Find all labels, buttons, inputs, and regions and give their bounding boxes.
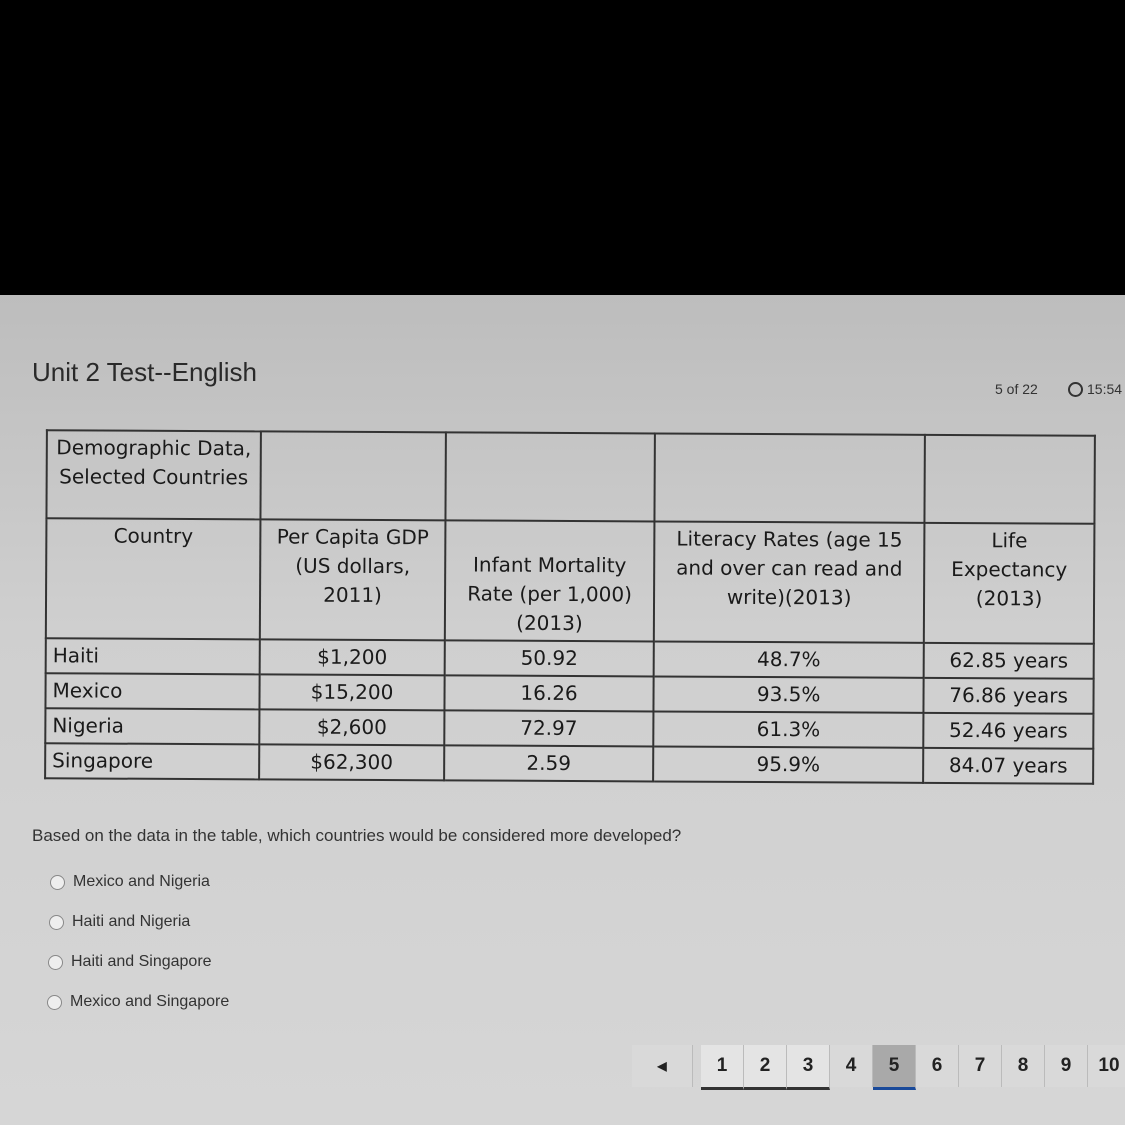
- column-header: Life Expectancy (2013): [923, 522, 1095, 644]
- table-cell: $2,600: [259, 709, 445, 746]
- table-cell: $15,200: [259, 674, 445, 711]
- table-cell: 61.3%: [653, 711, 924, 748]
- timer-value: 15:54: [1087, 381, 1123, 397]
- column-header: Per Capita GDP (US dollars, 2011): [259, 519, 446, 641]
- table-cell: 95.9%: [653, 746, 924, 783]
- table-cell: Mexico: [45, 673, 260, 710]
- option-label: Haiti and Nigeria: [72, 913, 191, 930]
- table-cell: 72.97: [444, 710, 654, 747]
- page-title: Unit 2 Test--English: [32, 357, 257, 387]
- table-row: Singapore $62,300 2.59 95.9% 84.07 years: [45, 743, 1094, 784]
- page-button-8[interactable]: 8: [1002, 1045, 1045, 1087]
- answer-option[interactable]: Haiti and Singapore: [48, 953, 212, 971]
- column-header: Infant Mortality Rate (per 1,000) (2013): [444, 520, 655, 642]
- table-cell: 16.26: [444, 675, 654, 712]
- table-cell: Nigeria: [45, 708, 260, 745]
- page-button-4[interactable]: 4: [830, 1045, 873, 1087]
- table-cell: 84.07 years: [923, 747, 1094, 784]
- empty-cell: [260, 431, 446, 521]
- page-button-9[interactable]: 9: [1045, 1045, 1088, 1087]
- timer: 15:54: [1068, 381, 1122, 397]
- page-button-2[interactable]: 2: [744, 1045, 787, 1090]
- table-cell: Haiti: [45, 638, 260, 675]
- question-progress: 5 of 22: [995, 381, 1038, 397]
- table-cell: 50.92: [444, 640, 654, 677]
- quiz-screen: Unit 2 Test--English 5 of 22 15:54 Demog…: [0, 295, 1125, 1125]
- page-button-5[interactable]: 5: [873, 1045, 916, 1090]
- radio-button[interactable]: [48, 954, 63, 970]
- table-cell: $62,300: [259, 744, 445, 781]
- question-pager: ◀ 1 2 3 4 5 6 7 8 9 10: [632, 1045, 1125, 1090]
- radio-button[interactable]: [49, 914, 64, 930]
- table-cell: 48.7%: [653, 641, 924, 678]
- option-label: Mexico and Nigeria: [73, 873, 210, 890]
- table-cell: 93.5%: [653, 676, 924, 713]
- answer-option[interactable]: Mexico and Nigeria: [50, 873, 210, 891]
- table-cell: Singapore: [45, 743, 260, 780]
- previous-page-button[interactable]: ◀: [632, 1045, 693, 1087]
- option-label: Mexico and Singapore: [70, 993, 230, 1010]
- clock-icon: [1068, 381, 1083, 397]
- empty-cell: [445, 432, 656, 522]
- triangle-left-icon: ◀: [657, 1059, 667, 1073]
- table-row: Mexico $15,200 16.26 93.5% 76.86 years: [45, 673, 1094, 714]
- page-button-10[interactable]: 10: [1088, 1045, 1125, 1087]
- question-text: Based on the data in the table, which co…: [32, 826, 682, 845]
- column-header: Country: [45, 518, 261, 640]
- radio-button[interactable]: [50, 874, 65, 890]
- empty-cell: [654, 433, 926, 523]
- page-button-1[interactable]: 1: [701, 1045, 744, 1090]
- page-button-6[interactable]: 6: [916, 1045, 959, 1087]
- table-cell: 62.85 years: [923, 642, 1094, 679]
- answer-option[interactable]: Mexico and Singapore: [47, 993, 229, 1011]
- table-cell: 2.59: [444, 745, 654, 782]
- page-button-7[interactable]: 7: [959, 1045, 1002, 1087]
- column-header: Literacy Rates (age 15 and over can read…: [653, 521, 925, 643]
- table-cell: 76.86 years: [923, 677, 1094, 714]
- table-row: Haiti $1,200 50.92 48.7% 62.85 years: [45, 638, 1094, 679]
- answer-option[interactable]: Haiti and Nigeria: [49, 913, 190, 931]
- table-cell: $1,200: [259, 639, 445, 676]
- table-row: Nigeria $2,600 72.97 61.3% 52.46 years: [45, 708, 1094, 749]
- option-label: Haiti and Singapore: [71, 953, 212, 970]
- radio-button[interactable]: [47, 994, 62, 1010]
- page-button-3[interactable]: 3: [787, 1045, 830, 1090]
- table-cell: 52.46 years: [923, 712, 1094, 749]
- demographic-table: Demographic Data, Selected Countries Cou…: [44, 429, 1096, 784]
- table-caption: Demographic Data, Selected Countries: [46, 430, 261, 520]
- empty-cell: [924, 434, 1095, 524]
